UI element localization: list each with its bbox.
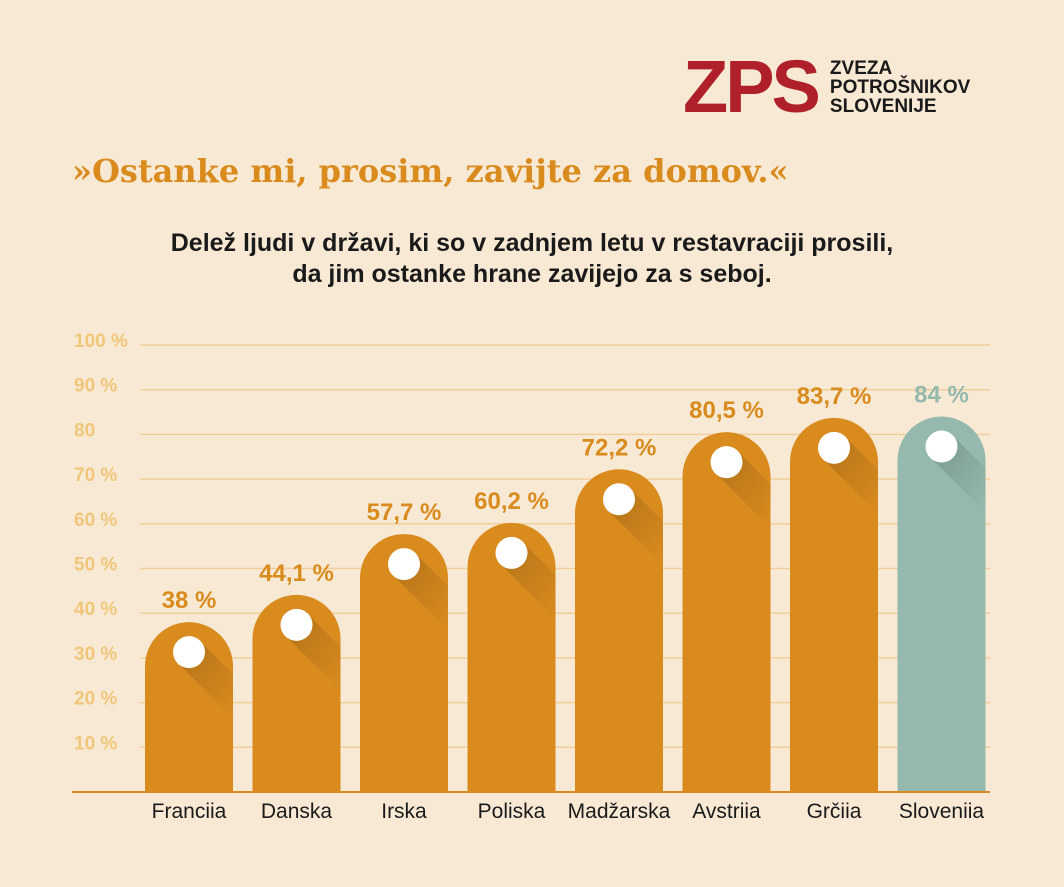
x-category-label: Franciia [152, 800, 227, 823]
x-category-label: Irska [381, 800, 427, 823]
logo-line-3: SLOVENIJE [829, 95, 937, 117]
bar-dot [818, 431, 850, 464]
bar-value-label: 72,2 % [582, 434, 657, 461]
y-tick-label: 30 % [74, 644, 117, 665]
logo-mark: ZPS [683, 45, 821, 128]
bar-dot [495, 536, 528, 569]
y-tick-label: 20 % [74, 689, 117, 710]
bar-value-label: 60,2 % [474, 488, 549, 515]
bar-dot [280, 608, 313, 641]
x-category-label: Danska [261, 800, 333, 823]
subtitle-line-1: Delež ljudi v državi, ki so v zadnjem le… [170, 229, 894, 257]
logo-text: ZVEZA POTROŠNIKOV SLOVENIJE [830, 59, 970, 116]
bar [790, 417, 878, 792]
headline: »Ostanke mi, prosim, zavijte za domov.« [72, 152, 789, 190]
bar [897, 416, 986, 792]
bar-value-label: 84 % [914, 382, 969, 409]
logo-line-1: ZVEZA [829, 57, 893, 79]
bar-value-label: 83,7 % [797, 383, 872, 410]
x-category-label: Poliska [478, 800, 546, 823]
subtitle-line-2: da jim ostanke hrane zavijejo za s seboj… [292, 260, 772, 288]
y-tick-label: 90 % [74, 376, 117, 397]
chart-subtitle: Delež ljudi v državi, ki so v zadnjem le… [0, 228, 1064, 290]
logo-line-2: POTROŠNIKOV [829, 76, 971, 98]
y-tick-label: 10 % [74, 733, 117, 754]
y-tick-label: 100 % [74, 331, 128, 352]
bar-dot [710, 446, 743, 479]
x-category-label: Sloveniia [899, 800, 985, 823]
bar-value-label: 57,7 % [367, 499, 442, 526]
y-tick-label: 60 % [74, 510, 117, 531]
bar-value-label: 80,5 % [689, 397, 764, 424]
bar-dot [173, 636, 205, 669]
y-tick-label: 40 % [74, 599, 117, 620]
bar [575, 469, 663, 792]
bar-dot [388, 548, 420, 581]
bar-dot [925, 430, 958, 463]
bar [682, 432, 771, 792]
x-category-label: Grčiia [807, 800, 862, 823]
y-tick-label: 50 % [74, 555, 117, 576]
bar-value-label: 38 % [162, 587, 217, 614]
bar-value-label: 44,1 % [259, 560, 334, 587]
bar-dot [603, 483, 635, 516]
y-tick-label: 80 [74, 420, 95, 441]
x-category-label: Madžarska [568, 800, 671, 823]
y-tick-label: 70 % [74, 465, 117, 486]
zps-logo: ZPS ZVEZA POTROŠNIKOV SLOVENIJE [683, 50, 970, 124]
x-category-label: Avstriia [692, 800, 761, 823]
